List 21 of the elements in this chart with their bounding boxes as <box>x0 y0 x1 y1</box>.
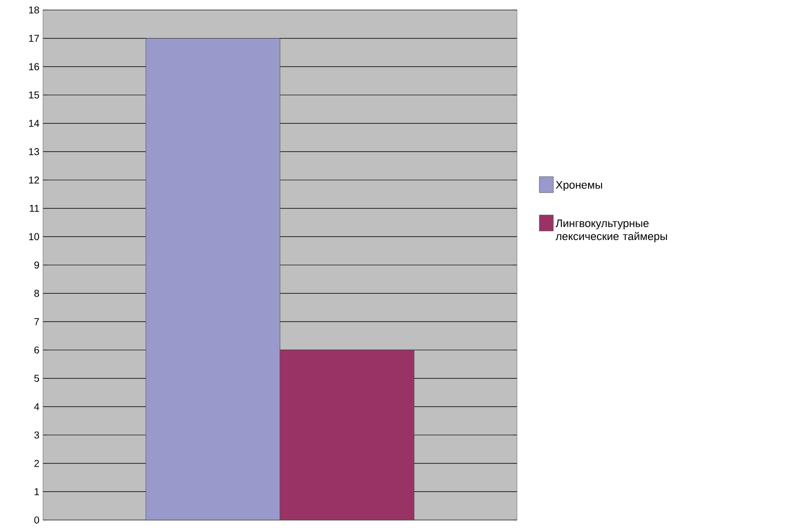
y-tick-label: 6 <box>34 346 40 354</box>
y-tick-label: 14 <box>29 120 40 127</box>
legend-label: Хронемы <box>556 181 602 191</box>
y-tick-label: 4 <box>34 403 40 410</box>
y-tick-label: 18 <box>29 6 40 14</box>
legend-label: Лингвокультурные лексические таймеры <box>556 219 667 242</box>
y-tick-label: 2 <box>34 460 39 467</box>
y-tick-label: 12 <box>29 176 39 184</box>
y-tick-label: 5 <box>34 374 40 382</box>
y-tick-label: 1 <box>34 488 39 496</box>
y-tick-label: 11 <box>30 204 39 212</box>
y-tick-label: 13 <box>29 148 40 156</box>
y-tick-label: 17 <box>29 34 39 42</box>
y-tick-label: 9 <box>34 261 40 269</box>
y-tick-label: 10 <box>29 233 40 240</box>
y-tick-label: 7 <box>34 318 39 326</box>
y-tick-label: 15 <box>29 92 40 98</box>
y-tick-label: 16 <box>29 63 40 70</box>
y-tick-label: 8 <box>34 290 40 297</box>
y-tick-label: 0 <box>34 516 40 524</box>
y-tick-label: 3 <box>34 431 40 439</box>
